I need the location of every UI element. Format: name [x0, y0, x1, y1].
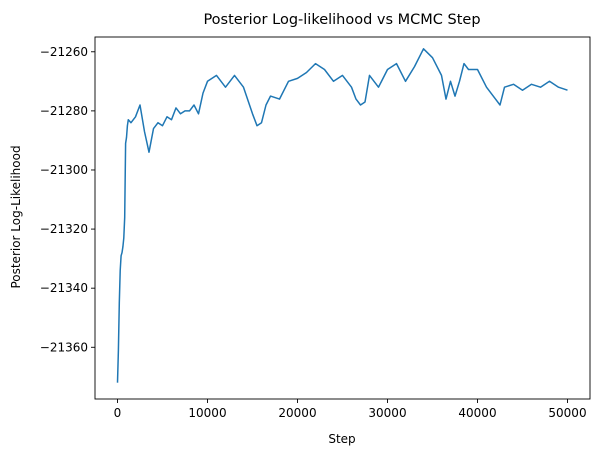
x-axis-title: Step: [328, 432, 355, 446]
y-tick-label: −21260: [40, 45, 88, 59]
plot-area: [116, 48, 568, 383]
axis-ticks: 0 10000 20000 30000 40000 50000 −21360 −21340 −2…: [40, 45, 587, 420]
x-tick-label: 0: [114, 406, 122, 420]
x-tick-label: 30000: [368, 406, 406, 420]
y-axis-title: Posterior Log-Likelihood: [9, 145, 23, 288]
y-tick-label: −21360: [40, 340, 88, 354]
plot-frame: [94, 36, 591, 400]
y-tick-label: −21280: [40, 104, 88, 118]
y-tick-label: −21340: [40, 281, 88, 295]
y-tick-label: −21320: [40, 222, 88, 236]
x-tick-label: 10000: [188, 406, 226, 420]
x-tick-label: 40000: [458, 406, 496, 420]
x-tick-label: 50000: [548, 406, 586, 420]
series-line: [116, 48, 568, 383]
x-tick-label: 20000: [278, 406, 316, 420]
chart-title: Posterior Log-likelihood vs MCMC Step: [203, 12, 480, 28]
y-tick-label: −21300: [40, 163, 88, 177]
